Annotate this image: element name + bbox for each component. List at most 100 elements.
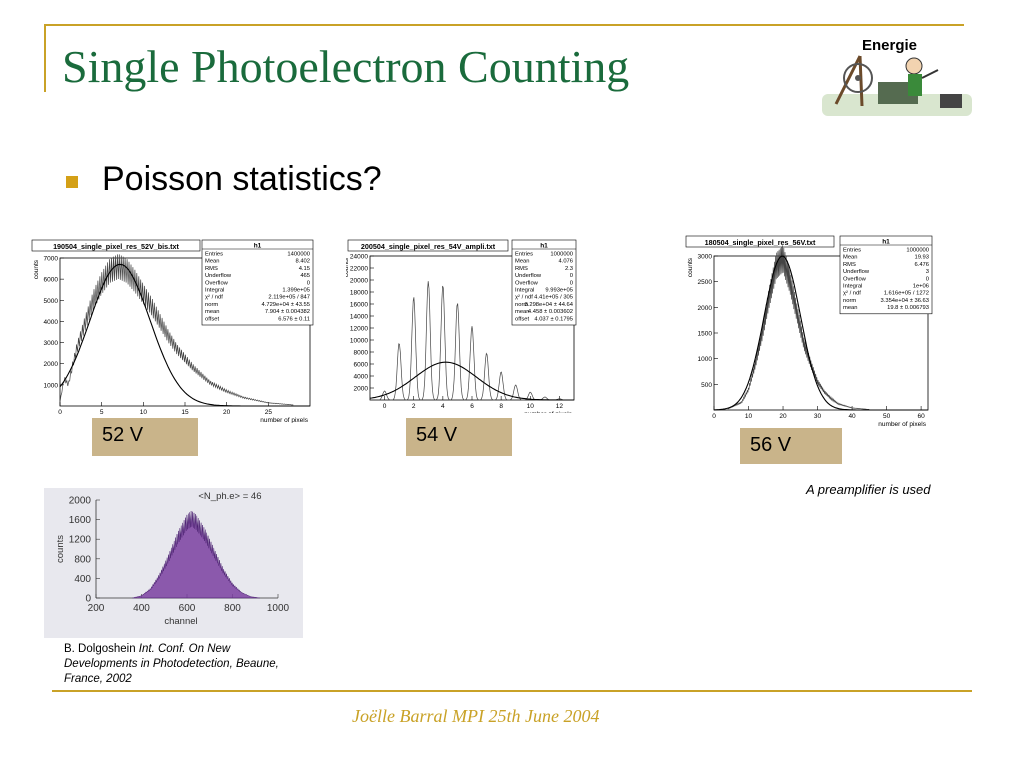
x-tick-label: 800 — [224, 603, 241, 614]
x-tick-label: 50 — [883, 413, 891, 420]
x-axis-label: number of pixels — [260, 417, 308, 423]
label-56v: 56 V — [740, 428, 842, 464]
stats-box — [839, 235, 933, 315]
stats-key: RMS — [843, 262, 856, 268]
y-tick-label: 4000 — [44, 319, 59, 326]
stats-value: 3.298e+04 ± 44.64 — [525, 302, 574, 308]
y-tick-label: 2000 — [44, 361, 59, 368]
x-tick-label: 0 — [712, 413, 716, 420]
stats-key: Overflow — [515, 280, 539, 286]
stats-title: h1 — [540, 243, 548, 250]
citation-author: B. Dolgoshein — [64, 643, 139, 655]
y-tick-label: 8000 — [354, 350, 369, 357]
stats-value: 4.076 — [558, 259, 573, 265]
stats-key: Entries — [843, 248, 861, 254]
chart-title-box — [685, 235, 835, 248]
stats-box — [201, 239, 314, 326]
stats-value: 2.3 — [565, 266, 573, 272]
y-tick-label: 2000 — [354, 386, 369, 393]
cartoon-illustration: Energie — [822, 37, 972, 116]
chart-title: 180504_single_pixel_res_56V.txt — [705, 238, 816, 247]
fit-curve — [369, 361, 574, 401]
fit-curve — [59, 263, 310, 407]
y-axis-label: counts — [33, 259, 40, 279]
annotation: <N_ph.e> = 46 — [198, 491, 261, 502]
x-tick-label: 10 — [527, 403, 535, 410]
stats-key: mean — [205, 309, 220, 315]
y-axis-label: counts — [346, 257, 350, 277]
stats-key: norm — [515, 302, 528, 308]
stats-value: 4.458 ± 0.003602 — [528, 309, 573, 315]
x-tick-label: 6 — [470, 403, 474, 410]
stats-value: 1.616e+05 / 1272 — [884, 291, 929, 297]
x-tick-label: 40 — [848, 413, 856, 420]
stats-key: Overflow — [205, 280, 229, 286]
stats-value: 6.576 ± 0.11 — [278, 316, 310, 322]
x-tick-label: 1000 — [267, 603, 290, 614]
x-tick-label: 10 — [745, 413, 753, 420]
x-tick-label: 20 — [779, 413, 787, 420]
fit-curve — [713, 255, 928, 411]
stats-key: Underflow — [843, 269, 870, 275]
y-tick-label: 800 — [74, 554, 91, 565]
x-tick-label: 10 — [140, 409, 148, 416]
stats-key: Entries — [515, 252, 533, 258]
x-tick-label: 15 — [181, 409, 189, 416]
stats-value: 1000000 — [906, 248, 929, 254]
x-tick-label: 30 — [814, 413, 822, 420]
footer-rule — [52, 690, 972, 692]
data-area-series — [132, 511, 260, 599]
stats-key: χ² / ndf — [515, 295, 533, 301]
y-tick-label: 3000 — [44, 340, 59, 347]
histogram-54v: 200504_single_pixel_res_54V_ampli.txt200… — [346, 239, 577, 413]
stats-key: Mean — [205, 259, 220, 265]
x-tick-label: 25 — [265, 409, 273, 416]
stats-value: 2.119e+05 / 847 — [268, 295, 310, 301]
stats-value: 4.037 ± 0.1795 — [534, 316, 573, 322]
y-tick-label: 16000 — [350, 302, 368, 309]
footer-text: Joëlle Barral MPI 25th June 2004 — [352, 706, 600, 726]
y-tick-label: 12000 — [350, 326, 368, 333]
stats-box — [511, 239, 577, 326]
chart-title: 200504_single_pixel_res_54V_ampli.txt — [361, 242, 496, 251]
y-axis-label: counts — [55, 535, 66, 563]
stats-value: 9.993e+05 — [545, 288, 573, 294]
y-tick-label: 1600 — [69, 515, 92, 526]
energie-logo: Energie — [822, 34, 972, 130]
preamp-note: A preamplifier is used — [806, 482, 931, 497]
y-tick-label: 20000 — [350, 278, 368, 285]
top-rule — [44, 24, 964, 26]
stats-key: Underflow — [515, 273, 542, 279]
x-axis-label: channel — [164, 616, 197, 627]
x-tick-label: 400 — [133, 603, 150, 614]
left-rule — [44, 24, 46, 92]
stats-value: 0 — [307, 280, 310, 286]
x-tick-label: 600 — [179, 603, 196, 614]
stats-key: mean — [843, 305, 858, 311]
stats-value: 0 — [570, 280, 573, 286]
chart-title: 190504_single_pixel_res_52V_bis.txt — [53, 242, 179, 251]
y-axis-label: counts — [687, 257, 694, 277]
stats-value: 0 — [570, 273, 573, 279]
stats-key: Underflow — [205, 273, 232, 279]
stats-key: Overflow — [843, 276, 867, 282]
x-tick-label: 20 — [223, 409, 231, 416]
y-tick-label: 500 — [701, 382, 712, 389]
bullet-text: Poisson statistics? — [102, 160, 382, 198]
x-tick-label: 2 — [412, 403, 416, 410]
stats-key: Integral — [515, 288, 534, 294]
stats-value: 7.904 ± 0.004382 — [265, 309, 310, 315]
y-tick-label: 2500 — [698, 279, 713, 286]
y-tick-label: 400 — [74, 574, 91, 585]
stats-title: h1 — [882, 239, 890, 246]
stats-value: 0 — [926, 276, 929, 282]
stats-key: Integral — [843, 284, 862, 290]
stats-key: RMS — [205, 266, 218, 272]
stats-value: 8.402 — [295, 259, 310, 265]
y-tick-label: 2000 — [69, 496, 92, 507]
x-tick-label: 0 — [58, 409, 62, 416]
stats-value: 4.41e+05 / 305 — [534, 295, 573, 301]
x-tick-label: 60 — [917, 413, 925, 420]
histogram-52v: 190504_single_pixel_res_52V_bis.txt 10 0 0 2… — [31, 239, 314, 423]
y-tick-label: 10000 — [350, 338, 368, 345]
